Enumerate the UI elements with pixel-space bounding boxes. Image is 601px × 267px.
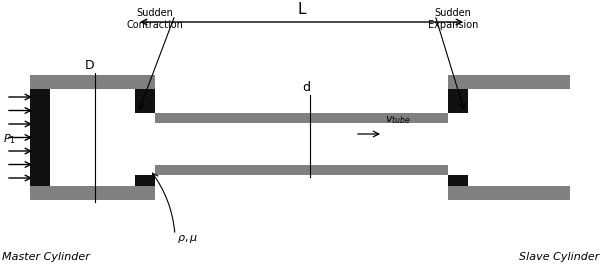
Bar [30, 75, 155, 200]
Bar [155, 113, 448, 123]
Text: D: D [85, 59, 95, 72]
Text: Sudden
Contraction: Sudden Contraction [127, 8, 183, 30]
Text: d: d [302, 81, 310, 94]
Bar [155, 123, 448, 165]
Bar [50, 89, 155, 186]
Bar [448, 75, 570, 200]
Text: $P_1$: $P_1$ [3, 132, 16, 146]
Bar [30, 75, 155, 89]
Text: $v_{tube}$: $v_{tube}$ [385, 114, 411, 126]
Bar [30, 89, 48, 186]
Bar [135, 89, 155, 113]
Text: Sudden
Expansion: Sudden Expansion [428, 8, 478, 30]
Bar [155, 113, 448, 175]
Bar [135, 175, 155, 186]
Text: Slave Cylinder: Slave Cylinder [519, 252, 599, 262]
Text: L: L [297, 2, 306, 17]
Text: $\rho,\mu$: $\rho,\mu$ [177, 233, 198, 245]
Bar [155, 165, 448, 175]
Bar [30, 186, 155, 200]
Bar [448, 186, 570, 200]
Text: Master Cylinder: Master Cylinder [2, 252, 90, 262]
Bar [448, 89, 570, 186]
Bar [448, 75, 570, 89]
Bar [448, 175, 468, 186]
Bar [448, 89, 468, 113]
